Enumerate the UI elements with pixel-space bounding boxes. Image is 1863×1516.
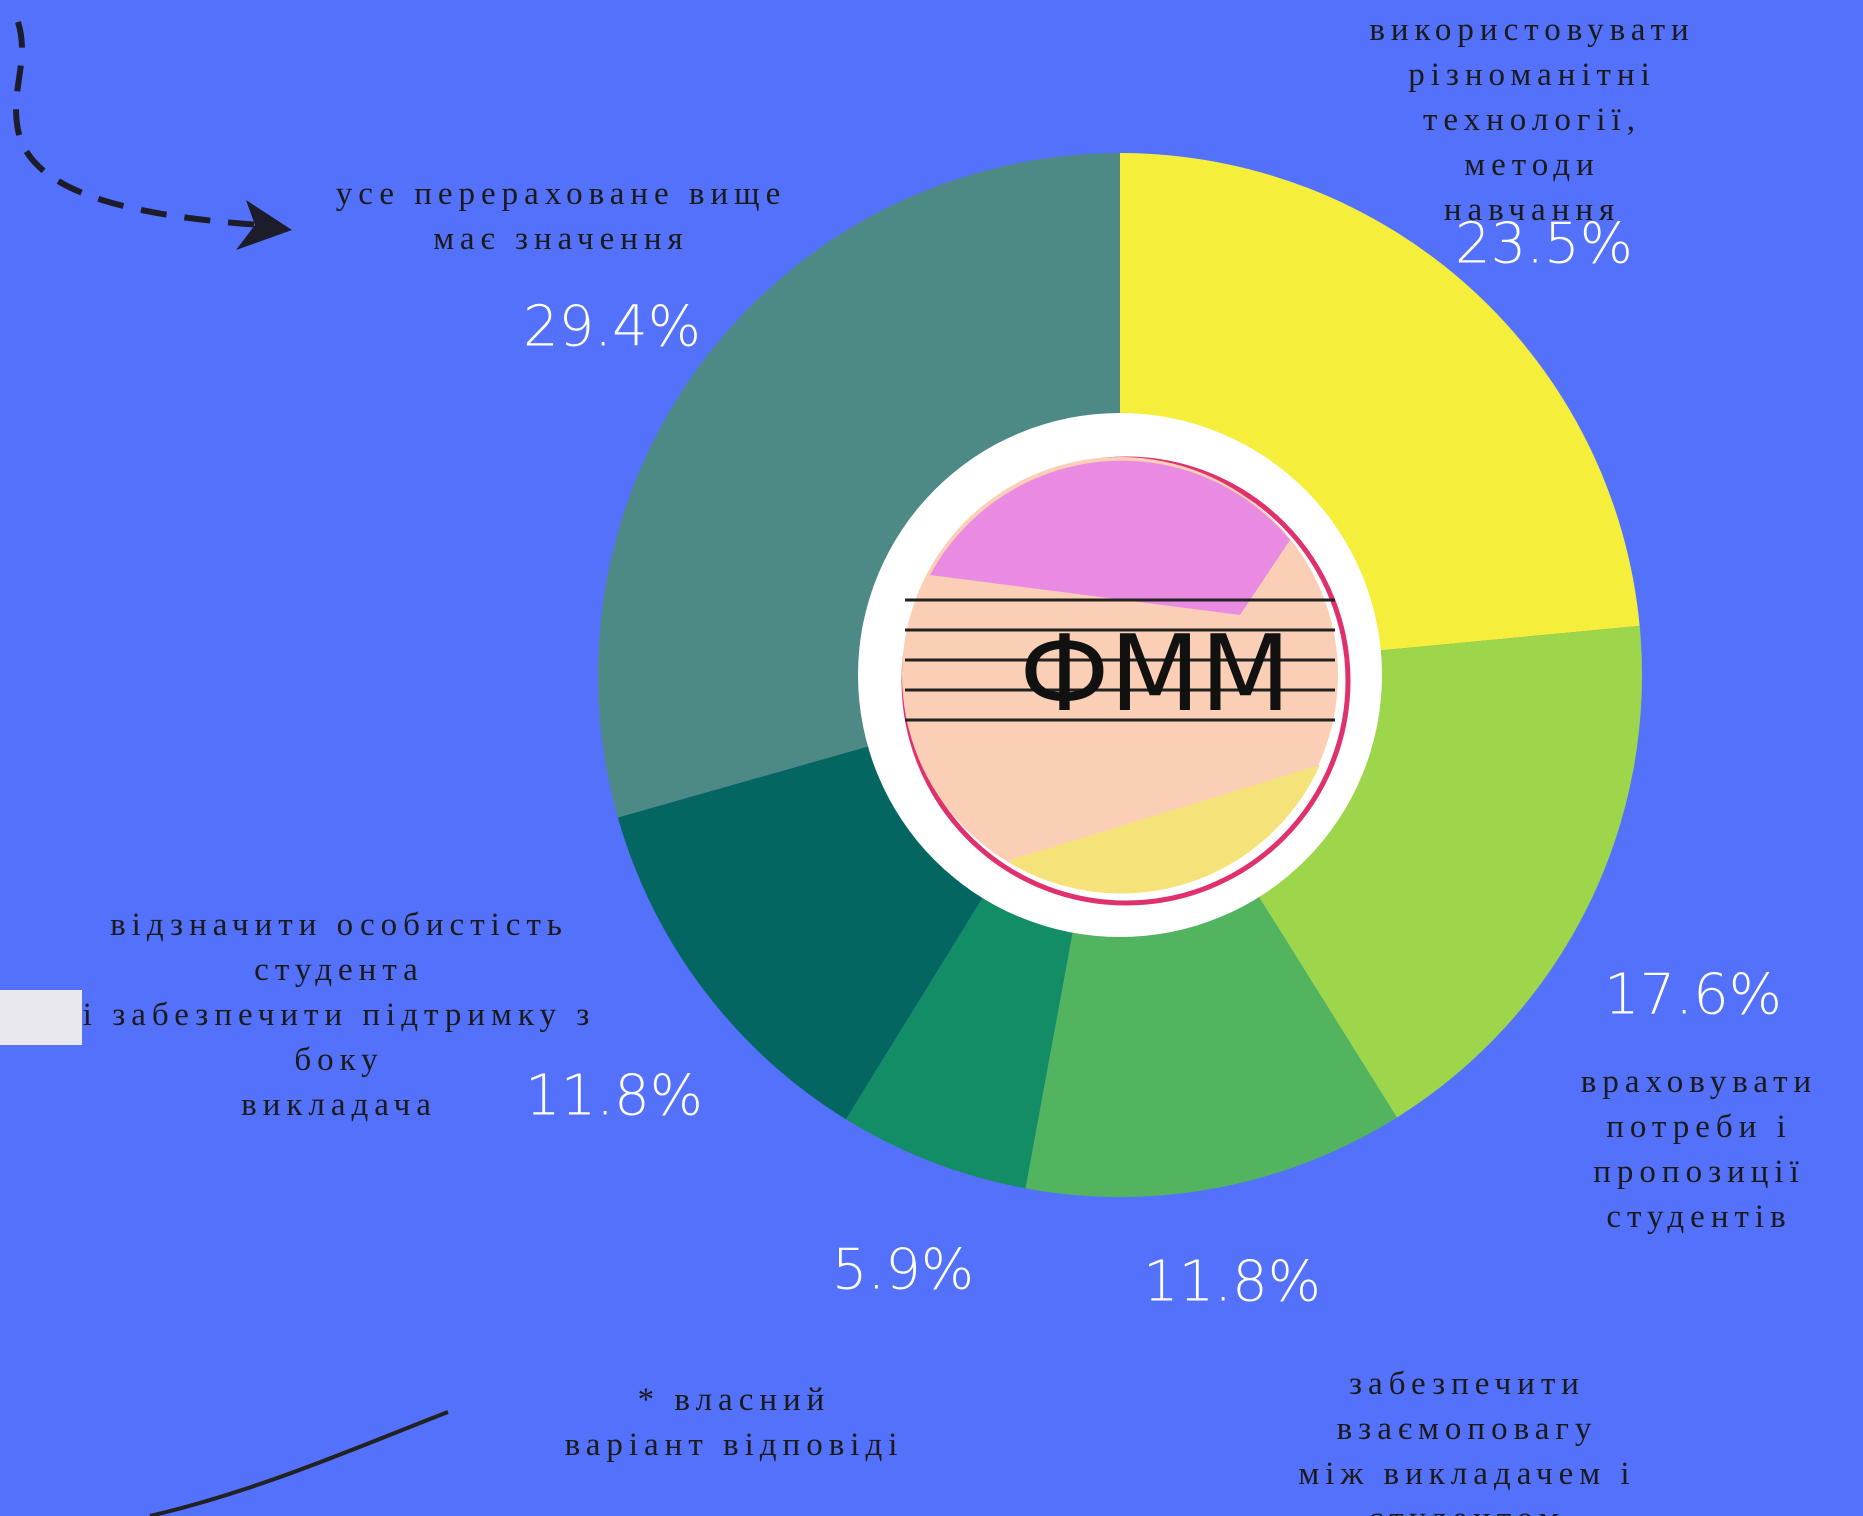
- category-label: відзначити особистість студента і забезп…: [82, 907, 596, 1123]
- logo-yellow: [1010, 765, 1320, 894]
- arrow-head: [236, 200, 292, 250]
- value-label: 11.8%: [525, 1063, 703, 1128]
- category-label: усе перераховане вище має значення: [335, 176, 787, 257]
- value-label: 23.5%: [1455, 211, 1633, 276]
- value-label: 17.6%: [1604, 962, 1782, 1027]
- arrow: [13, 21, 261, 228]
- logo-pink: [930, 460, 1290, 615]
- value-label: 29.4%: [523, 294, 701, 359]
- box: [0, 990, 82, 1045]
- logo-text: ФММ: [1019, 613, 1291, 735]
- value-label: 5.9%: [832, 1237, 974, 1302]
- category-label: забезпечити взаємоповагу між викладачем …: [1298, 1366, 1636, 1516]
- category-label: * власний варіант відповіді: [564, 1382, 904, 1463]
- value-label: 11.8%: [1143, 1249, 1321, 1314]
- curve: [149, 1410, 449, 1516]
- category-label: використовувати різноманітні технології,…: [1369, 12, 1695, 228]
- category-label: враховувати потреби і пропозиції студент…: [1580, 1064, 1818, 1235]
